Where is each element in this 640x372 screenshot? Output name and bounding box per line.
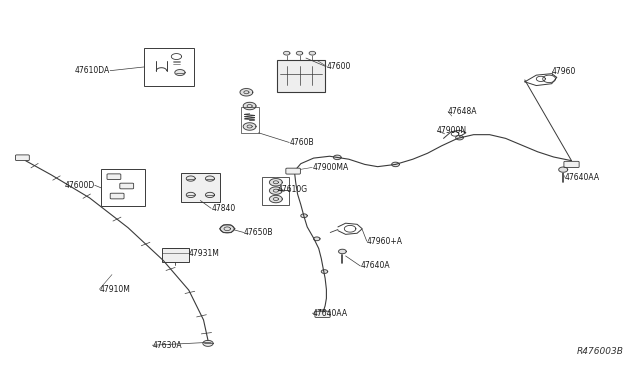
Text: 47650B: 47650B [244,228,273,237]
Polygon shape [321,270,328,273]
Bar [162,248,189,262]
Polygon shape [536,76,545,81]
Polygon shape [220,225,234,233]
Polygon shape [269,187,282,194]
Text: 47840: 47840 [211,204,236,213]
Text: 47960: 47960 [552,67,576,76]
Polygon shape [314,237,320,241]
Text: 47910M: 47910M [99,285,130,294]
Polygon shape [309,51,316,55]
FancyBboxPatch shape [107,174,121,180]
Text: 47648A: 47648A [448,107,477,116]
Text: 47630A: 47630A [152,341,182,350]
Polygon shape [205,192,214,198]
Text: 47610DA: 47610DA [75,66,110,75]
Polygon shape [318,310,327,315]
FancyBboxPatch shape [315,311,330,317]
Polygon shape [240,89,253,96]
Polygon shape [205,176,214,181]
Polygon shape [301,214,307,218]
FancyBboxPatch shape [15,155,29,161]
Polygon shape [186,192,195,198]
Text: 47931M: 47931M [189,249,220,258]
Polygon shape [269,195,282,203]
Text: 4760B: 4760B [289,138,314,147]
Bar [101,169,145,206]
Polygon shape [243,123,256,130]
Polygon shape [456,135,463,140]
FancyBboxPatch shape [120,183,134,189]
Polygon shape [203,340,213,346]
Bar [241,107,259,133]
Bar [262,177,289,205]
Text: 47960+A: 47960+A [367,237,403,246]
Text: 47640AA: 47640AA [565,173,600,182]
FancyBboxPatch shape [564,161,579,167]
Polygon shape [175,70,185,76]
Text: 47600: 47600 [326,62,351,71]
Bar [144,48,194,86]
Text: R476003B: R476003B [577,347,624,356]
Polygon shape [172,54,182,60]
Polygon shape [392,162,399,167]
Bar [277,60,325,92]
Text: 47610G: 47610G [278,185,308,194]
Polygon shape [559,167,568,172]
Text: 47640A: 47640A [360,262,390,270]
Text: 47900MA: 47900MA [312,163,349,172]
Polygon shape [269,179,282,186]
Polygon shape [284,51,290,55]
Text: 47900N: 47900N [437,126,467,135]
Polygon shape [243,102,256,110]
FancyBboxPatch shape [286,168,300,174]
Polygon shape [333,155,341,160]
Polygon shape [296,51,303,55]
FancyBboxPatch shape [110,193,124,199]
Bar [181,173,220,202]
Polygon shape [186,176,195,181]
Polygon shape [339,249,346,254]
Text: 47640AA: 47640AA [312,309,348,318]
Text: 47600D: 47600D [65,181,95,190]
